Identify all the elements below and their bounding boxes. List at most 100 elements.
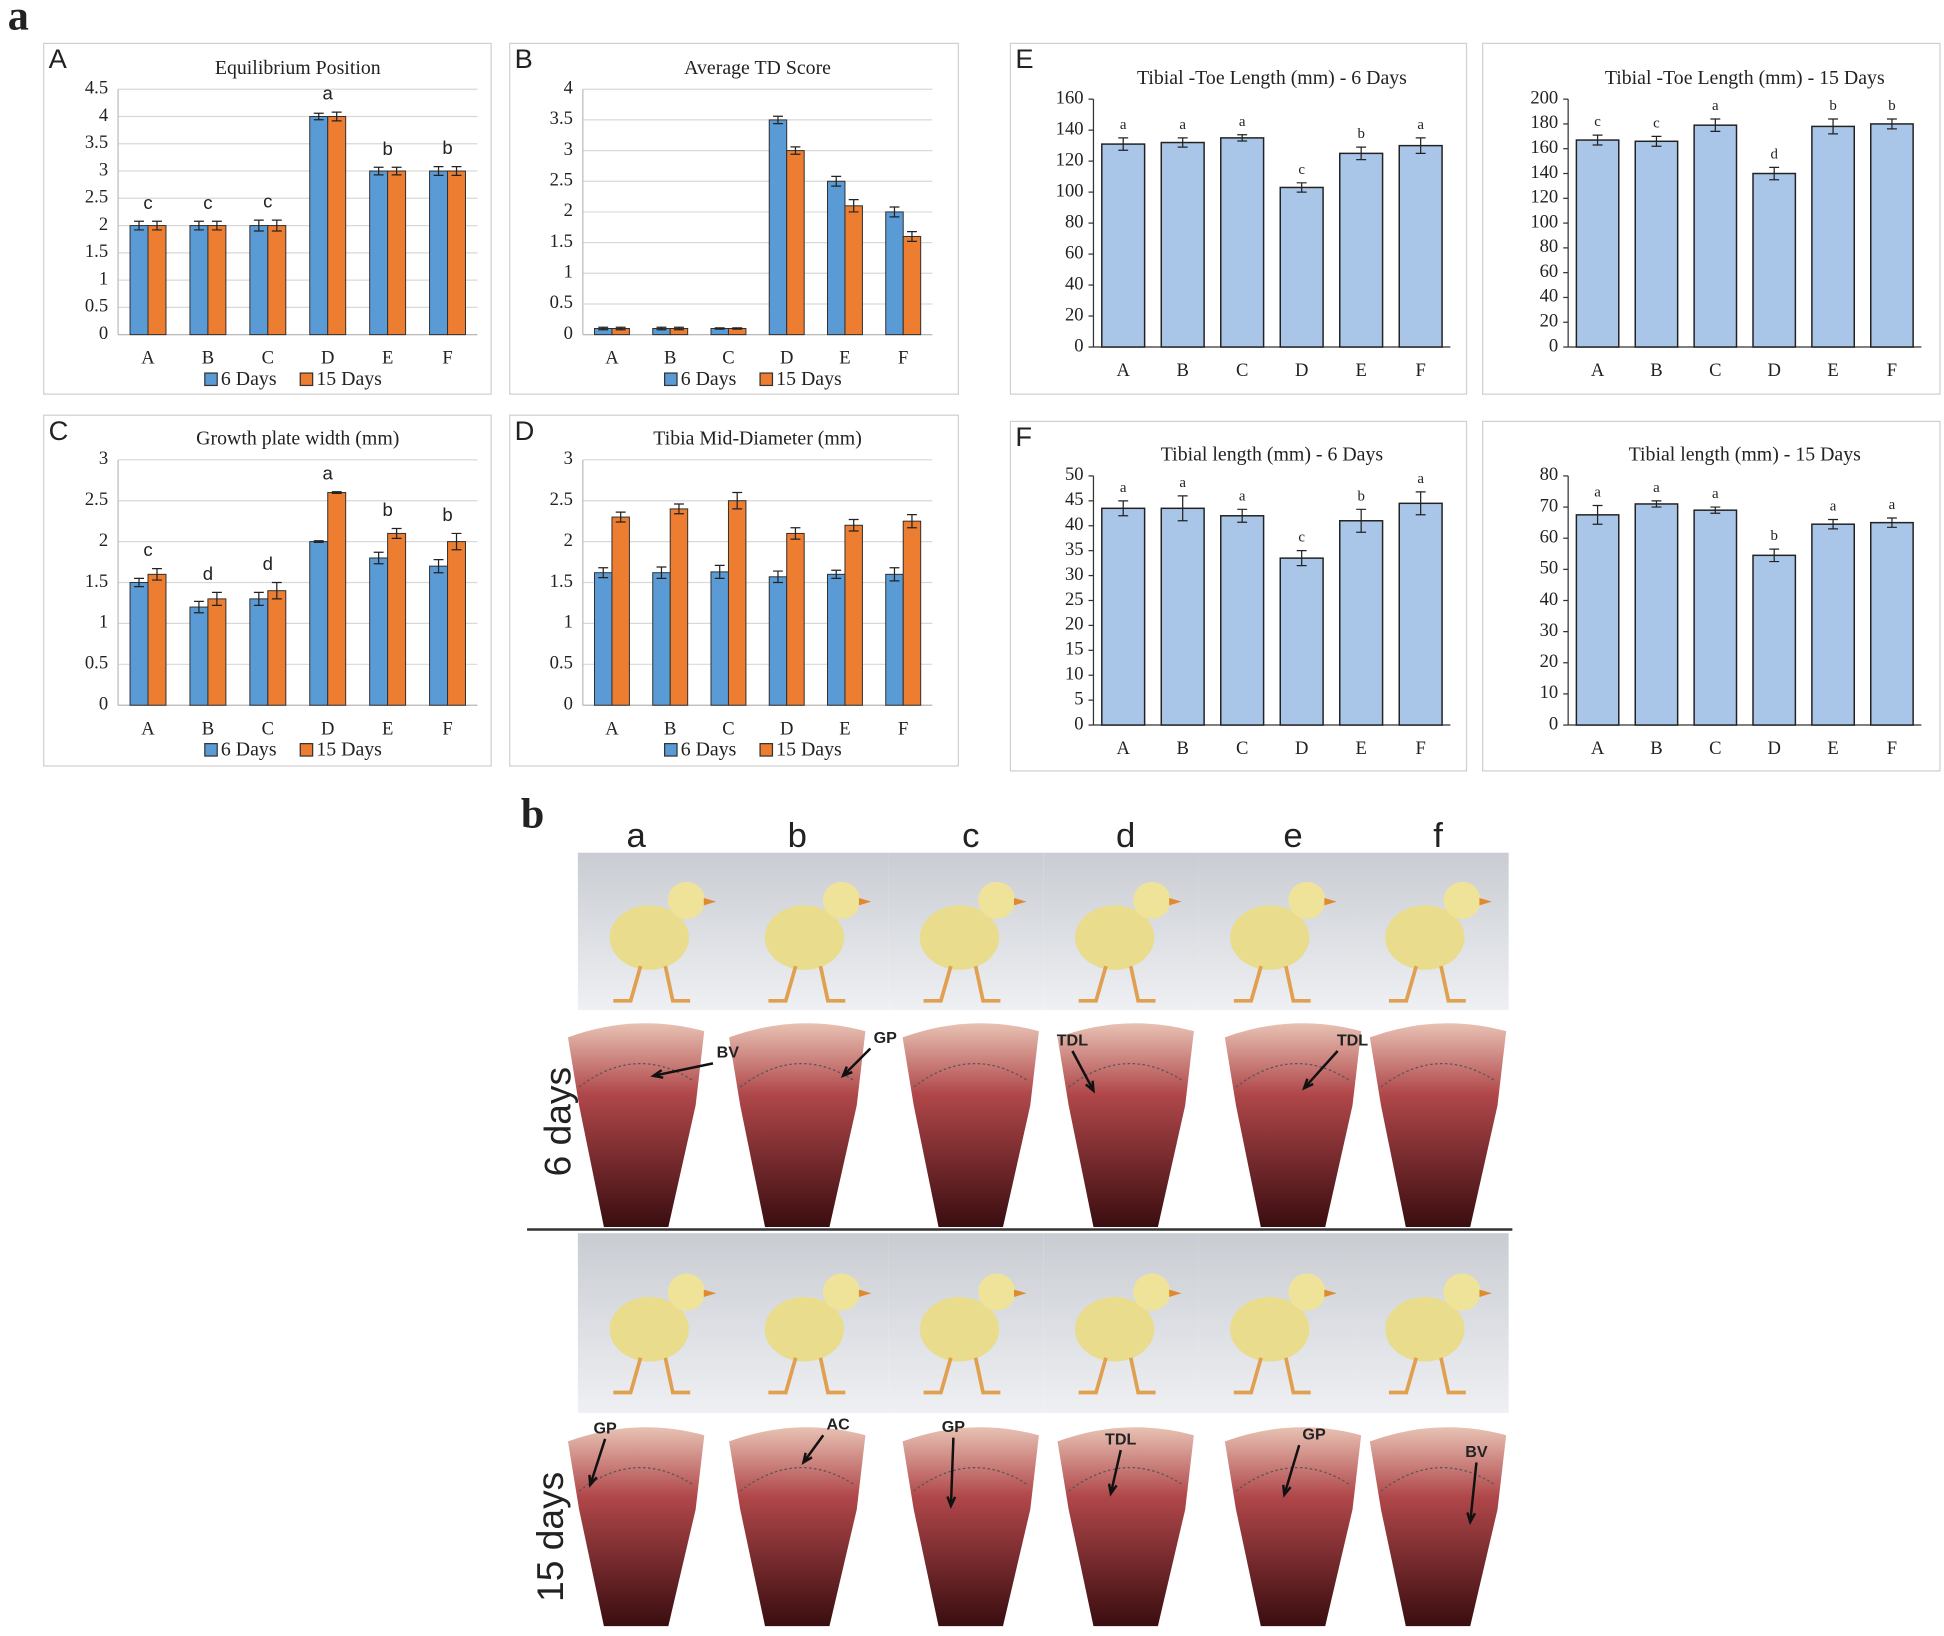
growth-plate: [1068, 1063, 1184, 1088]
error-bar: [1177, 495, 1188, 522]
y-tick-label: 1: [564, 612, 573, 633]
bar: [902, 520, 922, 706]
bar: [189, 225, 209, 336]
legend-label: 15 Days: [316, 739, 382, 761]
panel-label: B: [515, 43, 533, 74]
significance-letter: c: [203, 192, 212, 213]
chart-title: Average TD Score: [684, 57, 831, 79]
error-bar: [1828, 518, 1839, 530]
chick-body: [1385, 905, 1465, 970]
y-tick-label: 140: [1056, 118, 1084, 139]
error-bar: [253, 591, 264, 607]
x-tick-label: B: [1650, 360, 1662, 381]
y-tick-label: 2.5: [85, 187, 108, 208]
bar: [147, 225, 167, 336]
y-tick-label: 45: [1065, 489, 1084, 510]
y-tick-label: 4.5: [85, 78, 108, 99]
bone-photo: [1224, 1427, 1362, 1627]
y-tick-label: 0: [564, 323, 573, 344]
significance-letter: b: [382, 499, 392, 520]
bar: [710, 571, 729, 706]
x-tick-label: F: [1415, 738, 1425, 759]
bar: [1339, 520, 1384, 726]
chick-legs: [923, 965, 1001, 1003]
annotation-arrow: [1466, 1462, 1478, 1526]
error-bar: [673, 326, 684, 331]
bar: [1101, 507, 1146, 726]
chick-head: [1443, 1273, 1481, 1311]
x-tick-label: C: [1236, 360, 1248, 381]
annotation-arrow: [1282, 1444, 1301, 1498]
chick-legs: [1233, 965, 1311, 1003]
chick-legs: [1233, 1357, 1311, 1395]
error-bar: [1237, 134, 1248, 142]
panel-label: F: [1015, 421, 1032, 452]
photo-annotation: GP: [593, 1419, 617, 1437]
significance-letter: c: [143, 192, 152, 213]
y-tick-label: 3: [99, 448, 108, 469]
bar: [727, 500, 747, 706]
figure-label: b: [521, 791, 544, 838]
y-tick-label: 1.5: [550, 231, 573, 252]
chart-frame: [509, 42, 959, 395]
significance-letter: b: [442, 504, 452, 525]
bar: [1693, 509, 1738, 726]
x-tick-label: D: [780, 718, 793, 739]
y-tick-label: 1: [99, 612, 108, 633]
error-bar: [391, 166, 402, 176]
x-tick-label: B: [1650, 738, 1662, 759]
growth-plate: [1380, 1063, 1496, 1088]
chick-beak: [1014, 897, 1027, 906]
error-bar: [1415, 137, 1426, 154]
x-tick-label: D: [1767, 360, 1780, 381]
chick-body: [1074, 1297, 1155, 1362]
bar: [1101, 143, 1146, 348]
row-label: 6 days: [536, 1067, 578, 1177]
bar: [768, 119, 788, 336]
significance-letter: a: [1889, 497, 1896, 513]
bar: [249, 225, 269, 336]
error-bar: [134, 577, 144, 588]
chick-body: [609, 905, 689, 970]
chick-head: [1133, 881, 1171, 920]
error-bar: [615, 511, 626, 523]
error-bar: [331, 111, 342, 122]
growth-plate: [913, 1467, 1029, 1492]
bar: [1575, 514, 1620, 726]
bar: [1634, 140, 1679, 348]
significance-letter: b: [382, 138, 392, 159]
bar: [768, 576, 788, 706]
chick-body: [919, 1297, 1000, 1362]
legend-label: 6 Days: [681, 739, 737, 761]
x-tick-label: B: [202, 348, 214, 369]
chick-legs: [768, 965, 846, 1003]
chick-head: [1133, 1273, 1171, 1311]
y-tick-label: 5: [1074, 688, 1083, 709]
bar: [885, 573, 904, 706]
error-bar: [848, 199, 859, 213]
error-bar: [1769, 166, 1780, 181]
y-tick-label: 20: [1540, 651, 1559, 672]
bar: [611, 516, 630, 706]
chart-title: Growth plate width (mm): [196, 428, 399, 450]
error-bar: [790, 527, 801, 540]
y-tick-label: 0: [564, 693, 573, 714]
chart-title: Tibial length (mm) - 6 Days: [1161, 444, 1383, 466]
chick-body: [919, 905, 1000, 970]
error-bar: [1356, 508, 1367, 533]
chick-body: [609, 1297, 689, 1362]
bar: [147, 573, 167, 706]
x-tick-label: F: [442, 718, 452, 739]
chick-legs: [1388, 965, 1466, 1003]
error-bar: [1651, 135, 1662, 147]
bar: [1811, 125, 1856, 348]
chick-legs: [768, 1357, 846, 1395]
x-tick-label: A: [1116, 360, 1130, 381]
x-tick-label: C: [1236, 738, 1248, 759]
y-tick-label: 1.5: [550, 571, 573, 592]
x-tick-label: B: [664, 718, 676, 739]
bar: [593, 572, 613, 706]
bone-photo: [902, 1427, 1039, 1627]
bar: [844, 524, 863, 706]
annotation-arrow: [1302, 1050, 1339, 1091]
